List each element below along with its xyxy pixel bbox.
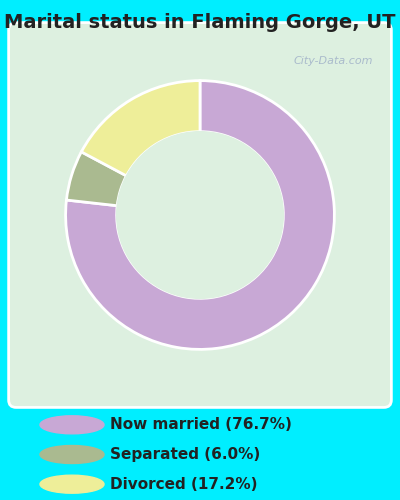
Text: Separated (6.0%): Separated (6.0%) (110, 447, 261, 462)
Text: Divorced (17.2%): Divorced (17.2%) (110, 476, 258, 492)
Text: Marital status in Flaming Gorge, UT: Marital status in Flaming Gorge, UT (4, 12, 396, 32)
Circle shape (117, 132, 283, 298)
Circle shape (40, 475, 104, 493)
Circle shape (40, 416, 104, 434)
Wedge shape (66, 152, 126, 206)
Wedge shape (81, 80, 200, 176)
Circle shape (40, 446, 104, 464)
Text: City-Data.com: City-Data.com (294, 56, 373, 66)
Text: Now married (76.7%): Now married (76.7%) (110, 418, 292, 432)
Wedge shape (66, 80, 334, 349)
FancyBboxPatch shape (9, 22, 391, 407)
